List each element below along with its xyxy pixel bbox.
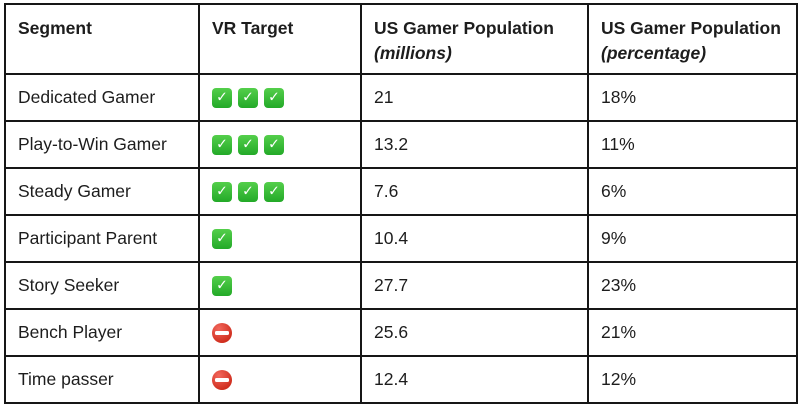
segment-cell: Participant Parent <box>4 214 200 263</box>
check-icon <box>212 229 232 250</box>
check-icon <box>264 88 284 109</box>
header-vr-target: VR Target <box>198 3 362 75</box>
segment-cell: Dedicated Gamer <box>4 73 200 122</box>
millions-cell: 12.4 <box>360 355 589 404</box>
check-icon <box>264 182 284 203</box>
segment-cell: Steady Gamer <box>4 167 200 216</box>
segment-table: Segment VR Target US Gamer Population (m… <box>4 3 798 404</box>
table-row: Time passer 12.4 12% <box>4 355 798 404</box>
vr-target-cell <box>198 73 362 122</box>
header-population-millions: US Gamer Population (millions) <box>360 3 589 75</box>
header-population-percentage: US Gamer Population (percentage) <box>587 3 798 75</box>
percentage-cell: 23% <box>587 261 798 310</box>
check-icon <box>212 135 232 156</box>
millions-cell: 7.6 <box>360 167 589 216</box>
millions-cell: 27.7 <box>360 261 589 310</box>
check-icon <box>238 88 258 109</box>
table-header: Segment VR Target US Gamer Population (m… <box>4 3 798 75</box>
percentage-cell: 18% <box>587 73 798 122</box>
header-segment: Segment <box>4 3 200 75</box>
vr-target-cell <box>198 120 362 169</box>
percentage-cell: 21% <box>587 308 798 357</box>
vr-target-cell <box>198 355 362 404</box>
millions-cell: 10.4 <box>360 214 589 263</box>
check-icon <box>212 276 232 297</box>
segment-cell: Bench Player <box>4 308 200 357</box>
percentage-cell: 6% <box>587 167 798 216</box>
header-sublabel: (percentage) <box>601 43 707 63</box>
header-label: US Gamer Population <box>601 18 781 38</box>
no-entry-icon <box>212 370 232 391</box>
table-row: Play-to-Win Gamer 13.211% <box>4 120 798 169</box>
vr-target-cell <box>198 214 362 263</box>
vr-target-cell <box>198 261 362 310</box>
table-row: Story Seeker 27.723% <box>4 261 798 310</box>
header-label: VR Target <box>212 18 294 38</box>
segment-cell: Story Seeker <box>4 261 200 310</box>
percentage-cell: 12% <box>587 355 798 404</box>
no-entry-icon <box>212 323 232 344</box>
percentage-cell: 9% <box>587 214 798 263</box>
percentage-cell: 11% <box>587 120 798 169</box>
vr-target-cell <box>198 167 362 216</box>
check-icon <box>238 182 258 203</box>
header-label: US Gamer Population <box>374 18 554 38</box>
table-row: Steady Gamer 7.66% <box>4 167 798 216</box>
segment-cell: Play-to-Win Gamer <box>4 120 200 169</box>
check-icon <box>264 135 284 156</box>
segment-cell: Time passer <box>4 355 200 404</box>
header-row: Segment VR Target US Gamer Population (m… <box>4 3 798 75</box>
table-row: Bench Player 25.6 21% <box>4 308 798 357</box>
header-sublabel: (millions) <box>374 43 452 63</box>
vr-target-cell <box>198 308 362 357</box>
millions-cell: 21 <box>360 73 589 122</box>
millions-cell: 25.6 <box>360 308 589 357</box>
check-icon <box>212 88 232 109</box>
header-label: Segment <box>18 18 92 38</box>
table-row: Participant Parent 10.49% <box>4 214 798 263</box>
millions-cell: 13.2 <box>360 120 589 169</box>
check-icon <box>212 182 232 203</box>
check-icon <box>238 135 258 156</box>
